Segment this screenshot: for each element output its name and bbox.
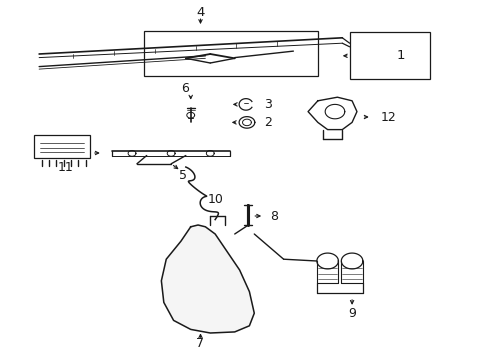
Text: 10: 10 — [207, 193, 223, 206]
Bar — [144, 31, 317, 76]
Text: 9: 9 — [347, 307, 355, 320]
Text: 8: 8 — [269, 210, 277, 222]
Text: 12: 12 — [380, 111, 396, 123]
Text: 11: 11 — [58, 161, 74, 174]
Polygon shape — [161, 225, 254, 333]
Bar — [349, 32, 429, 79]
Text: 2: 2 — [264, 116, 271, 129]
Bar — [34, 135, 90, 158]
Text: 1: 1 — [396, 49, 405, 62]
Text: 4: 4 — [196, 6, 204, 19]
Text: 7: 7 — [196, 337, 204, 350]
Text: 5: 5 — [179, 169, 187, 182]
Text: 6: 6 — [181, 82, 188, 95]
Text: 3: 3 — [264, 98, 271, 111]
